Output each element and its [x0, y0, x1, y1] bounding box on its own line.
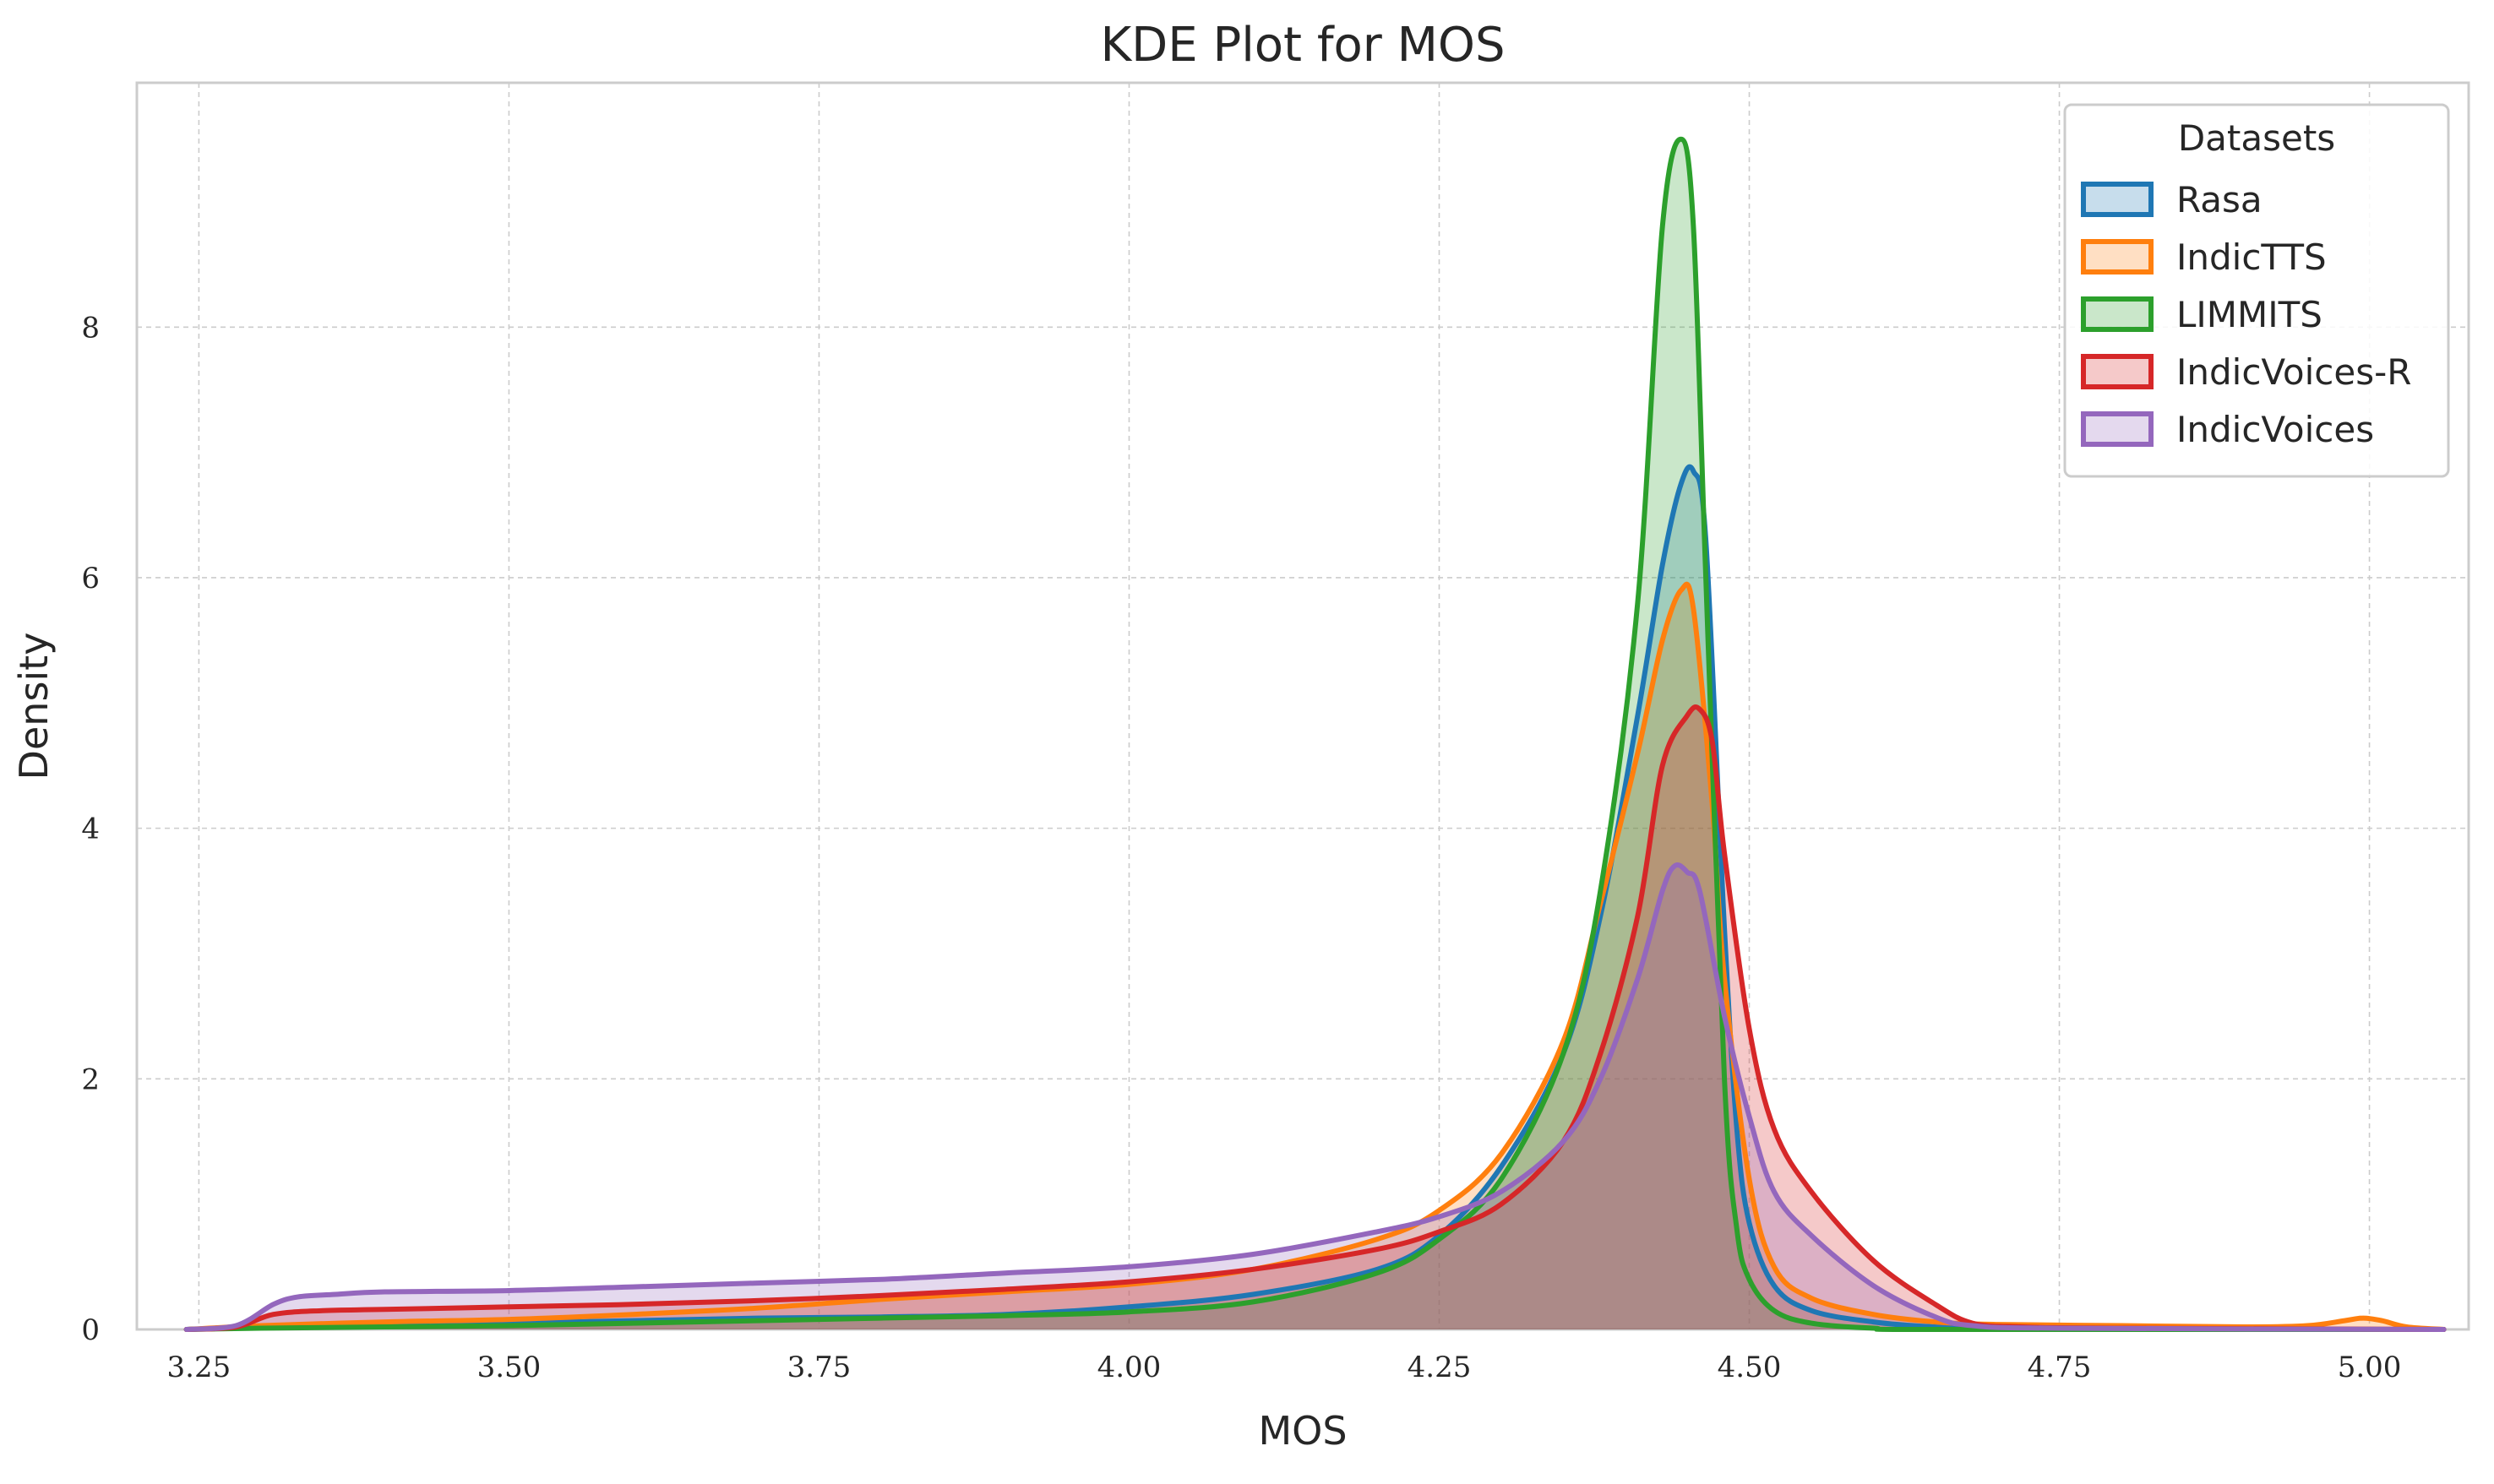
- legend-label: LIMMITS: [2176, 294, 2322, 335]
- legend-swatch: [2081, 239, 2154, 275]
- legend-title: Datasets: [2178, 117, 2335, 159]
- x-tick-label: 4.75: [2028, 1351, 2092, 1384]
- y-tick-labels: 0 2 4 6 8: [81, 311, 100, 1347]
- y-tick-label: 0: [81, 1313, 100, 1347]
- legend-item-rasa: Rasa: [2081, 179, 2263, 220]
- x-tick-label: 4.25: [1408, 1351, 1472, 1384]
- series-line-limmits: [183, 136, 2447, 1333]
- x-axis-title: MOS: [1258, 1408, 1347, 1454]
- legend-swatch: [2081, 411, 2154, 447]
- x-tick-label: 4.00: [1097, 1351, 1162, 1384]
- legend-swatch: [2081, 182, 2154, 217]
- legend-swatch: [2081, 296, 2154, 332]
- legend-swatch: [2081, 354, 2154, 389]
- x-tick-label: 3.75: [787, 1351, 852, 1384]
- series-lines: [183, 136, 2447, 1333]
- y-axis-title: Density: [11, 633, 57, 780]
- legend-item-indictts: IndicTTS: [2081, 236, 2327, 278]
- legend: Datasets Rasa IndicTTS LIMMITS IndicVoices-…: [2063, 103, 2450, 478]
- grid-lines: [137, 83, 2469, 1329]
- series-line-indicvoices: [183, 862, 2447, 1332]
- x-tick-label: 5.00: [2338, 1351, 2402, 1384]
- chart-title: KDE Plot for MOS: [1100, 18, 1505, 73]
- x-tick-label: 3.25: [167, 1351, 231, 1384]
- legend-items: Rasa IndicTTS LIMMITS IndicVoices-R IndicVoi…: [2081, 179, 2411, 450]
- x-tick-label: 4.50: [1718, 1351, 1782, 1384]
- legend-item-limmits: LIMMITS: [2081, 294, 2322, 335]
- x-tick-label: 3.50: [477, 1351, 542, 1384]
- y-tick-label: 6: [81, 562, 100, 595]
- y-tick-label: 4: [81, 813, 100, 846]
- legend-label: IndicVoices-R: [2176, 351, 2411, 393]
- legend-item-indicvoices-r: IndicVoices-R: [2081, 351, 2411, 393]
- legend-label: IndicTTS: [2176, 236, 2327, 278]
- y-tick-label: 2: [81, 1063, 100, 1096]
- legend-item-indicvoices: IndicVoices: [2081, 409, 2374, 450]
- series-line-indicvoices-r: [183, 704, 2447, 1332]
- legend-label: Rasa: [2176, 179, 2263, 220]
- legend-label: IndicVoices: [2176, 409, 2374, 450]
- legend-box: [2063, 103, 2450, 478]
- x-tick-labels: 3.25 3.50 3.75 4.00 4.25 4.50 4.75 5.00: [167, 1351, 2402, 1384]
- y-tick-label: 8: [81, 311, 100, 345]
